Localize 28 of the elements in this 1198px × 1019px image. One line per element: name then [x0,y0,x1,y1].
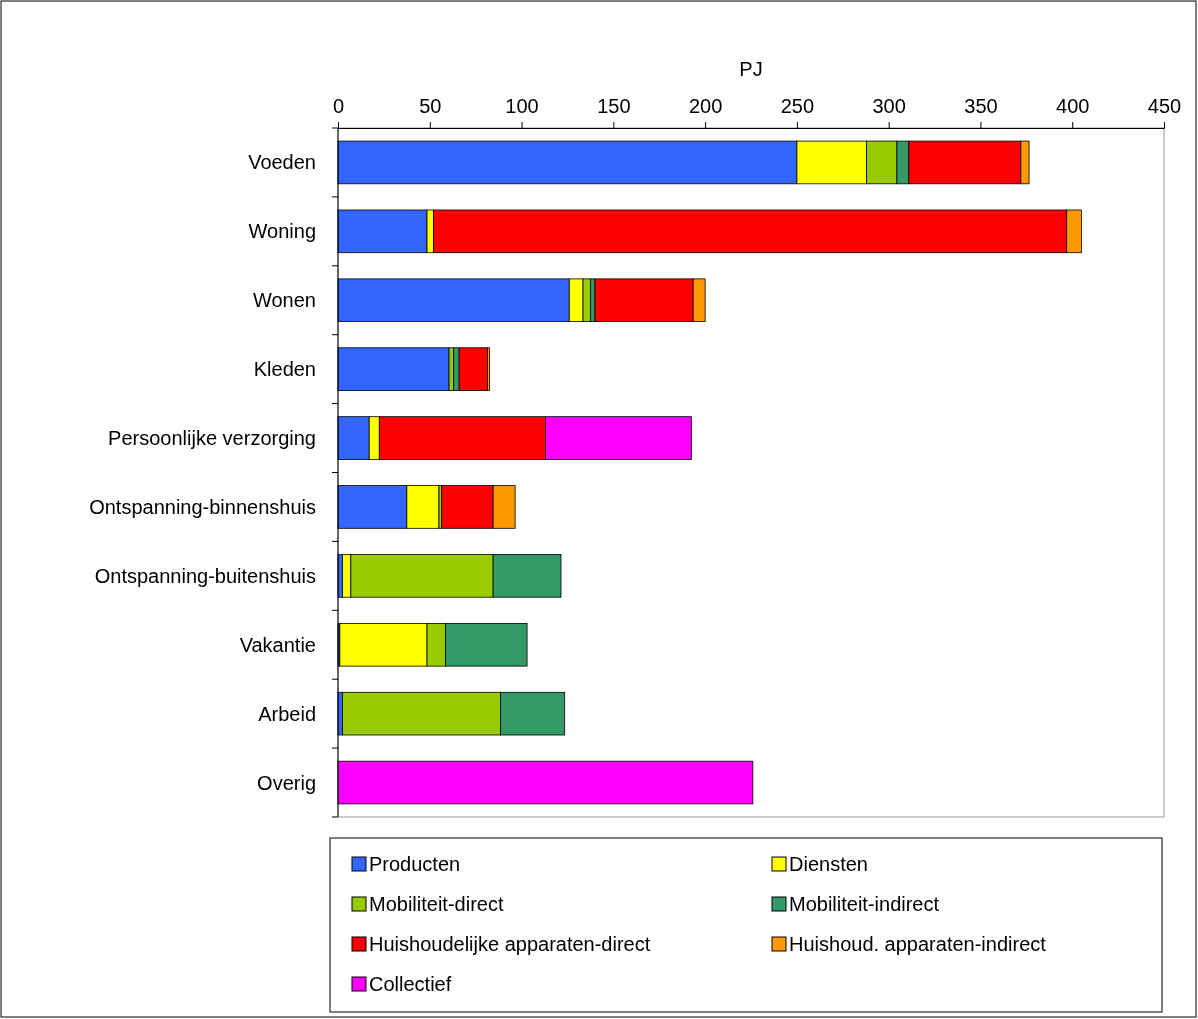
x-tick-label: 350 [964,95,998,117]
y-tick-label: Vakantie [239,633,316,656]
y-tick-label: Arbeid [258,702,316,725]
legend-label: Mobiliteit-direct [369,893,504,915]
x-tick-label: 50 [419,95,442,117]
x-tick-label: 100 [505,95,539,117]
x-tick-label: 250 [780,95,815,117]
y-tick-label: Ontspanning-buitenshuis [94,564,316,587]
legend-label: Huishoudelijke apparaten-direct [369,933,651,955]
y-tick-label: Wonen [252,289,316,312]
y-tick-label: Voeden [248,151,316,174]
x-tick-label: 450 [1147,95,1182,117]
legend-label: Diensten [789,853,868,875]
y-tick-label: Kleden [253,358,316,381]
y-tick-label: Persoonlijke verzorging [108,427,316,450]
legend-label: Mobiliteit-indirect [789,893,940,915]
x-tick-label: 300 [872,95,906,117]
x-tick-label: 400 [1056,95,1090,117]
y-tick-label: Woning [248,220,316,243]
y-tick-label: Ontspanning-binnenshuis [89,495,316,518]
y-tick-label: Overig [257,771,316,794]
x-axis-title: PJ [739,58,763,80]
x-tick-label: 150 [597,95,631,117]
legend-label: Huishoud. apparaten-indirect [789,933,1047,955]
x-tick-label: 200 [688,95,723,117]
x-tick-label: 0 [332,95,345,117]
legend-label: Producten [369,853,461,875]
legend-label: Collectief [369,973,452,995]
